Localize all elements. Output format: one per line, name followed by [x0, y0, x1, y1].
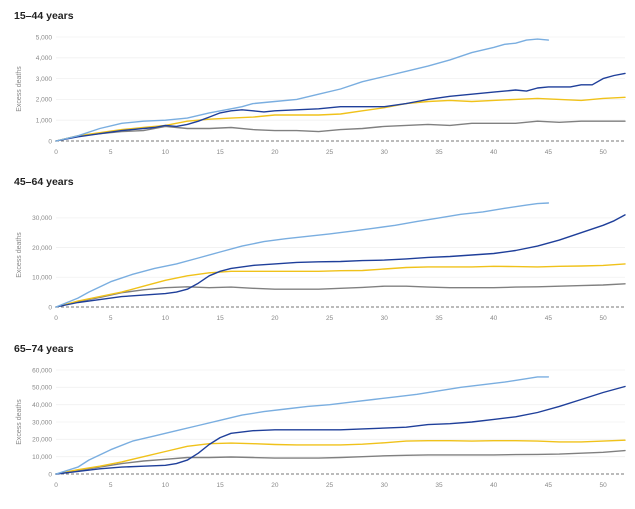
- series-line-2: [55, 439, 626, 475]
- x-tick-label: 20: [271, 315, 279, 322]
- y-axis-label: Excess deaths: [16, 232, 23, 278]
- x-tick-label: 35: [435, 315, 443, 322]
- x-tick-label: 10: [162, 315, 170, 322]
- series-line-3: [55, 449, 626, 475]
- y-tick-label: 5,000: [36, 34, 53, 41]
- series-line-1: [55, 385, 626, 475]
- x-tick-label: 50: [599, 482, 607, 489]
- y-tick-label: 10,000: [32, 275, 52, 282]
- x-tick-label: 40: [490, 482, 498, 489]
- y-tick-label: 50,000: [32, 385, 52, 392]
- x-tick-label: 50: [599, 315, 607, 322]
- x-tick-label: 0: [54, 482, 58, 489]
- panel-title: 65–74 years: [14, 343, 74, 355]
- x-tick-label: 30: [381, 482, 389, 489]
- x-tick-label: 30: [381, 315, 389, 322]
- y-axis-label: Excess deaths: [16, 66, 23, 112]
- series-line-3: [55, 283, 626, 308]
- y-tick-label: 30,000: [32, 419, 52, 426]
- x-tick-label: 5: [109, 315, 113, 322]
- chart-45-64: Excess deaths 0 10,000 20,000 30,000 0 5 10 15 20…: [16, 202, 626, 322]
- y-tick-label: 0: [48, 471, 52, 478]
- x-tick-label: 50: [599, 149, 607, 156]
- x-tick-label: 45: [545, 149, 553, 156]
- x-tick-label: 25: [326, 315, 334, 322]
- x-tick-label: 0: [54, 149, 58, 156]
- x-tick-label: 10: [162, 482, 170, 489]
- y-tick-label: 0: [48, 304, 52, 311]
- x-tick-label: 15: [217, 315, 225, 322]
- panel-15-44: 15–44 years Excess deaths 0 1,000 2,000 3,00…: [0, 10, 635, 170]
- x-tick-label: 5: [109, 149, 113, 156]
- x-tick-label: 35: [435, 149, 443, 156]
- x-tick-label: 15: [217, 482, 225, 489]
- chart-65-74: Excess deaths010,00020,00030,00040,00050…: [16, 367, 626, 489]
- x-tick-label: 45: [545, 315, 553, 322]
- panel-65-74: 65–74 years Excess deaths 0 10,000 20,000 30…: [0, 343, 635, 503]
- series-line-0: [55, 202, 550, 308]
- x-tick-label: 5: [109, 482, 113, 489]
- x-tick-label: 40: [490, 149, 498, 156]
- y-tick-label: 4,000: [36, 55, 53, 62]
- y-tick-label: 2,000: [36, 97, 53, 104]
- x-tick-label: 10: [162, 149, 170, 156]
- series-line-3: [55, 120, 626, 142]
- series-line-2: [55, 263, 626, 308]
- y-tick-label: 20,000: [32, 437, 52, 444]
- chart-15-44: Excess deaths 0 1,000 2,000 3,000 4,000 5,000 0…: [16, 34, 626, 156]
- y-tick-label: 3,000: [36, 76, 53, 83]
- x-tick-label: 25: [326, 149, 334, 156]
- series-line-0: [55, 376, 550, 475]
- x-tick-label: 40: [490, 315, 498, 322]
- x-tick-label: 30: [381, 149, 389, 156]
- x-tick-label: 15: [217, 149, 225, 156]
- x-tick-label: 35: [435, 482, 443, 489]
- y-tick-label: 1,000: [36, 118, 53, 125]
- y-axis-label: Excess deaths: [16, 399, 23, 445]
- y-tick-label: 20,000: [32, 245, 52, 252]
- y-tick-label: 60,000: [32, 367, 52, 374]
- y-tick-label: 30,000: [32, 215, 52, 222]
- y-tick-label: 10,000: [32, 454, 52, 461]
- series-line-1: [55, 72, 626, 142]
- panel-title: 15–44 years: [14, 10, 74, 22]
- x-tick-label: 0: [54, 315, 58, 322]
- y-tick-label: 0: [48, 138, 52, 145]
- panel-title: 45–64 years: [14, 176, 74, 188]
- series-line-2: [55, 96, 626, 142]
- x-tick-label: 45: [545, 482, 553, 489]
- series-line-0: [55, 38, 550, 142]
- series-line-1: [55, 214, 626, 308]
- y-tick-label: 40,000: [32, 402, 52, 409]
- x-tick-label: 20: [271, 149, 279, 156]
- x-tick-label: 25: [326, 482, 334, 489]
- x-tick-label: 20: [271, 482, 279, 489]
- panel-45-64: 45–64 years Excess deaths 0 10,000 20,000 30…: [0, 176, 635, 336]
